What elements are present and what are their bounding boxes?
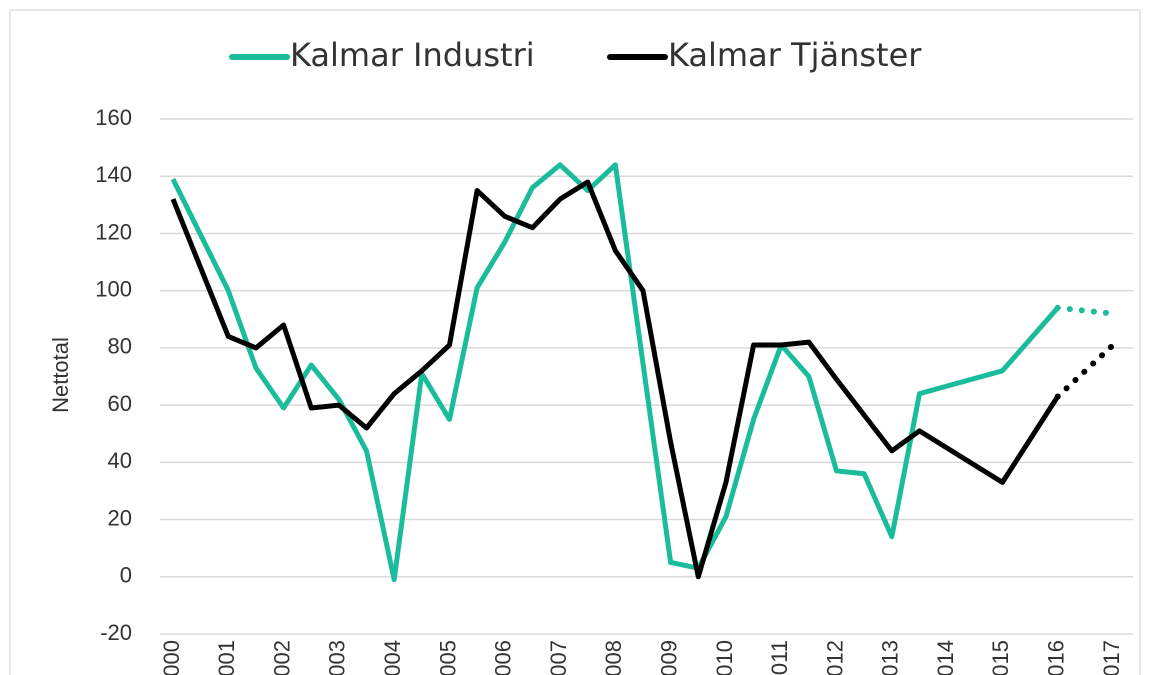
x-tick-label: 2004	[380, 640, 405, 675]
x-tick-label: 2007	[546, 640, 571, 675]
x-tick-label: 2001	[214, 640, 239, 675]
series-line-dotted	[1054, 304, 1116, 317]
x-tick-label: 2014	[933, 640, 958, 675]
y-tick-label: 40	[108, 448, 132, 473]
series-line	[170, 162, 1060, 583]
legend-label: Kalmar Industri	[290, 36, 535, 74]
x-tick-label: 2003	[325, 640, 350, 675]
x-tick-label: 2017	[1099, 640, 1124, 675]
y-tick-label: -20	[100, 620, 132, 645]
y-tick-label: 80	[108, 334, 132, 359]
y-tick-label: 140	[95, 162, 132, 187]
y-tick-label: 120	[95, 219, 132, 244]
x-tick-label: 2010	[712, 640, 737, 675]
x-tick-label: 2000	[159, 640, 184, 675]
y-axis-label: Nettotal	[48, 337, 73, 413]
x-tick-label: 2012	[822, 640, 847, 675]
x-tick-label: 2005	[435, 640, 460, 675]
x-tick-label: 2002	[269, 640, 294, 675]
y-tick-label: 160	[95, 105, 132, 130]
chart-border	[9, 9, 1141, 675]
x-tick-label: 2016	[1044, 640, 1069, 675]
series-line	[170, 179, 1060, 580]
series-line-dotted	[1054, 342, 1116, 400]
y-tick-label: 0	[120, 563, 132, 588]
y-tick-label: 60	[108, 391, 132, 416]
x-tick-label: 2015	[988, 640, 1013, 675]
legend-label: Kalmar Tjänster	[668, 36, 922, 74]
x-tick-label: 2008	[601, 640, 626, 675]
x-tick-label: 2011	[767, 640, 792, 675]
x-tick-label: 2013	[878, 640, 903, 675]
x-tick-label: 2009	[656, 640, 681, 675]
x-tick-label: 2006	[491, 640, 516, 675]
y-tick-label: 100	[95, 276, 132, 301]
y-tick-label: 20	[108, 505, 132, 530]
